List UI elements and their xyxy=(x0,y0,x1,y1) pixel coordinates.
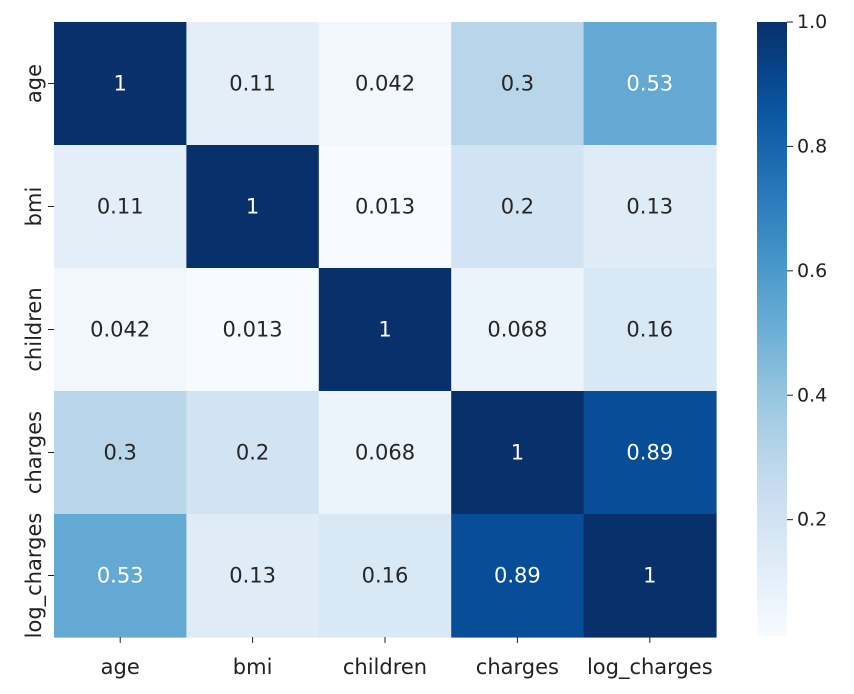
cell-value-label: 0.013 xyxy=(355,195,415,219)
heatmap-cell-charges-age xyxy=(54,391,187,515)
heatmap-cell-log_charges-bmi xyxy=(186,514,320,638)
x-tick-label-charges: charges xyxy=(476,655,559,679)
heatmap-cell-children-age xyxy=(54,268,187,392)
heatmap-cell-log_charges-children xyxy=(318,514,452,638)
cell-value-label: 0.2 xyxy=(236,441,269,465)
y-tick-label-log_charges: log_charges xyxy=(22,513,47,639)
cell-value-label: 0.013 xyxy=(223,318,283,342)
cell-value-label: 1 xyxy=(114,72,127,96)
x-tick-label-children: children xyxy=(343,655,427,679)
y-axis-ticks: age bmi children charges log_charges xyxy=(22,64,54,638)
cell-value-label: 0.11 xyxy=(229,72,276,96)
colorbar: 0.2 0.4 0.6 0.8 1.0 xyxy=(757,11,827,636)
cell-value-label: 0.53 xyxy=(626,72,673,96)
colorbar-tick-label: 0.4 xyxy=(797,384,827,406)
heatmap-cell-age-log_charges xyxy=(583,22,717,146)
cell-value-label: 0.068 xyxy=(355,441,415,465)
heatmap-cell-bmi-children xyxy=(318,145,452,269)
cell-value-label: 0.3 xyxy=(103,441,136,465)
heatmap-cell-children-log_charges xyxy=(583,268,717,392)
heatmap-cells xyxy=(54,22,717,638)
heatmap-cell-age-bmi xyxy=(186,22,320,146)
y-tick-label-bmi: bmi xyxy=(22,187,46,227)
cell-value-label: 0.89 xyxy=(626,441,673,465)
colorbar-tick-label: 0.8 xyxy=(797,135,827,157)
heatmap-cell-children-bmi xyxy=(186,268,320,392)
y-tick-label-children: children xyxy=(22,287,46,371)
x-tick-label-bmi: bmi xyxy=(233,655,273,679)
cell-value-label: 0.3 xyxy=(501,72,534,96)
cell-value-label: 1 xyxy=(643,564,656,588)
heatmap-cell-age-charges xyxy=(451,22,585,146)
y-tick-label-charges: charges xyxy=(22,411,46,494)
cell-value-label: 0.89 xyxy=(494,564,541,588)
cell-value-label: 0.11 xyxy=(97,195,144,219)
cell-value-label: 0.042 xyxy=(355,72,415,96)
heatmap-cell-bmi-charges xyxy=(451,145,585,269)
colorbar-gradient xyxy=(757,22,787,636)
cell-value-label: 1 xyxy=(511,441,524,465)
heatmap-cell-bmi-bmi xyxy=(186,145,320,269)
heatmap-cell-charges-log_charges xyxy=(583,391,717,515)
heatmap-cell-age-children xyxy=(318,22,452,146)
cell-value-label: 0.53 xyxy=(97,564,144,588)
heatmap-cell-log_charges-age xyxy=(54,514,187,638)
cell-value-label: 0.13 xyxy=(229,564,276,588)
heatmap-cell-age-age xyxy=(54,22,187,146)
heatmap-cell-bmi-age xyxy=(54,145,187,269)
x-tick-label-log_charges: log_charges xyxy=(587,655,713,680)
heatmap-cell-charges-children xyxy=(318,391,452,515)
heatmap-cell-charges-bmi xyxy=(186,391,320,515)
cell-value-label: 0.068 xyxy=(487,318,547,342)
heatmap-cell-children-charges xyxy=(451,268,585,392)
heatmap-cell-log_charges-log_charges xyxy=(583,514,717,638)
cell-value-label: 0.16 xyxy=(626,318,673,342)
colorbar-tick-label: 0.2 xyxy=(797,509,827,531)
heatmap-cell-log_charges-charges xyxy=(451,514,585,638)
x-axis-ticks: age bmi children charges log_charges xyxy=(101,637,713,680)
cell-value-label: 0.042 xyxy=(90,318,150,342)
heatmap-cell-charges-charges xyxy=(451,391,585,515)
colorbar-tick-label: 0.6 xyxy=(797,260,827,282)
x-tick-label-age: age xyxy=(101,655,140,679)
cell-value-label: 0.2 xyxy=(501,195,534,219)
heatmap-cell-bmi-log_charges xyxy=(583,145,717,269)
colorbar-tick-label: 1.0 xyxy=(797,11,827,33)
cell-value-label: 0.13 xyxy=(626,195,673,219)
heatmap-cell-children-children xyxy=(318,268,452,392)
cell-value-label: 1 xyxy=(378,318,391,342)
y-tick-label-age: age xyxy=(22,64,46,103)
cell-value-label: 0.16 xyxy=(362,564,409,588)
heatmap-annotations: 1 0.11 0.042 0.3 0.53 0.11 1 0.013 0.2 0.13 0.042 0… xyxy=(90,72,673,588)
cell-value-label: 1 xyxy=(246,195,259,219)
